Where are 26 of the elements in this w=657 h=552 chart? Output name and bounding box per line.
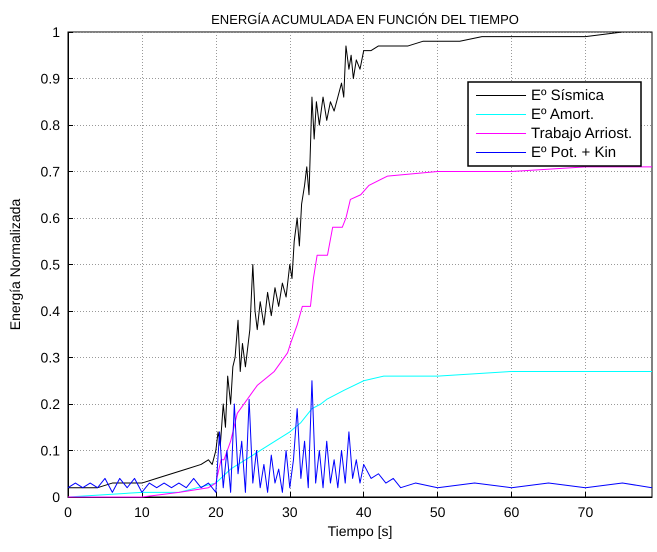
x-tick-label: 60: [504, 504, 520, 520]
y-tick-label: 0.4: [40, 303, 60, 319]
x-tick-label: 0: [64, 504, 72, 520]
y-tick-label: 0.2: [40, 396, 60, 412]
legend-label: Eº Amort.: [531, 106, 594, 123]
y-tick-label: 1: [52, 24, 60, 40]
y-axis-title: Energía Normalizada: [7, 198, 23, 330]
chart-title: ENERGÍA ACUMULADA EN FUNCIÓN DEL TIEMPO: [211, 12, 519, 27]
y-tick-label: 0.3: [40, 350, 60, 366]
x-tick-label: 10: [134, 504, 150, 520]
x-tick-label: 70: [578, 504, 594, 520]
legend-label: Eº Sísmica: [531, 87, 605, 104]
legend-label: Eº Pot. + Kin: [531, 144, 616, 161]
x-tick-label: 20: [208, 504, 224, 520]
x-tick-label: 30: [282, 504, 298, 520]
legend-label: Trabajo Arriost.: [531, 125, 632, 142]
y-tick-label: 0.9: [40, 70, 60, 86]
y-tick-label: 0.8: [40, 117, 60, 133]
y-tick-label: 0.1: [40, 442, 60, 458]
y-tick-label: 0.5: [40, 256, 60, 272]
y-tick-label: 0: [52, 489, 60, 505]
y-tick-label: 0.6: [40, 210, 60, 226]
x-tick-label: 40: [356, 504, 372, 520]
x-axis-title: Tiempo [s]: [328, 522, 392, 539]
x-tick-label: 50: [430, 504, 446, 520]
y-tick-label: 0.7: [40, 164, 60, 180]
